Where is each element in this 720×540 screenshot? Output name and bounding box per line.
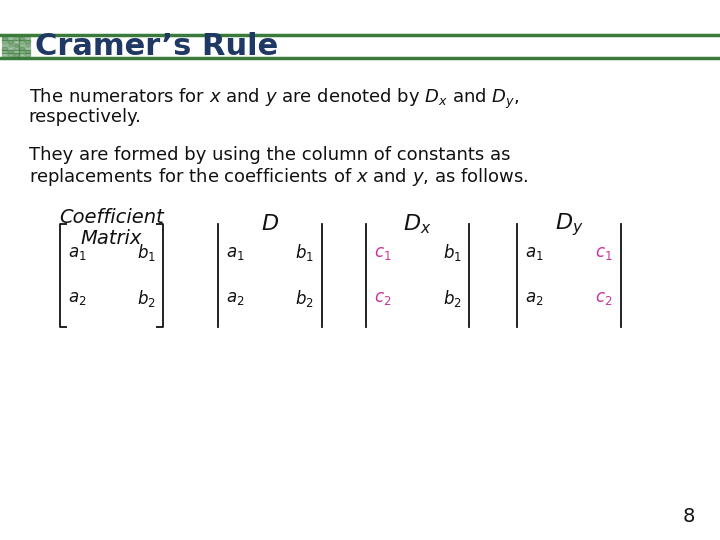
Text: respectively.: respectively. xyxy=(29,108,142,126)
Text: $b_2$: $b_2$ xyxy=(137,288,156,308)
Bar xyxy=(8,50,13,53)
Text: $c_1$: $c_1$ xyxy=(374,244,392,262)
Text: $c_2$: $c_2$ xyxy=(374,289,392,307)
Text: $D_y$: $D_y$ xyxy=(554,211,583,238)
Bar xyxy=(19,40,24,43)
Bar xyxy=(14,53,19,56)
Bar xyxy=(2,44,7,46)
Bar xyxy=(2,47,7,50)
Text: $a_2$: $a_2$ xyxy=(525,289,544,307)
Bar xyxy=(25,47,30,50)
Bar xyxy=(25,37,30,40)
Text: $b_1$: $b_1$ xyxy=(137,242,156,263)
Text: 8: 8 xyxy=(683,508,695,526)
Bar xyxy=(19,47,24,50)
Bar xyxy=(8,53,13,56)
Text: $b_1$: $b_1$ xyxy=(295,242,314,263)
Bar xyxy=(2,37,7,40)
Bar xyxy=(19,44,24,46)
Bar xyxy=(2,53,7,56)
Bar xyxy=(25,40,30,43)
Bar xyxy=(19,53,24,56)
Bar xyxy=(14,44,19,46)
Bar xyxy=(25,53,30,56)
Bar xyxy=(8,37,13,40)
Bar xyxy=(19,37,24,40)
Text: The numerators for $x$ and $y$ are denoted by $D_x$ and $D_y$,: The numerators for $x$ and $y$ are denot… xyxy=(29,86,519,111)
Bar xyxy=(8,47,13,50)
Bar xyxy=(8,44,13,46)
Bar xyxy=(8,40,13,43)
Text: Cramer’s Rule: Cramer’s Rule xyxy=(35,32,278,61)
Bar xyxy=(25,44,30,46)
Bar xyxy=(25,50,30,53)
Bar xyxy=(14,37,19,40)
Bar xyxy=(2,40,7,43)
Bar xyxy=(14,47,19,50)
Text: They are formed by using the column of constants as: They are formed by using the column of c… xyxy=(29,146,510,164)
Text: $c_2$: $c_2$ xyxy=(595,289,612,307)
Text: replacements for the coefficients of $x$ and $y$, as follows.: replacements for the coefficients of $x$… xyxy=(29,166,528,188)
Text: $a_1$: $a_1$ xyxy=(525,244,544,262)
Bar xyxy=(19,50,24,53)
Text: $D$: $D$ xyxy=(261,214,279,234)
Text: $a_2$: $a_2$ xyxy=(68,289,86,307)
Text: $c_1$: $c_1$ xyxy=(595,244,612,262)
Text: $a_2$: $a_2$ xyxy=(226,289,245,307)
Bar xyxy=(2,50,7,53)
Text: Coefficient: Coefficient xyxy=(59,208,164,227)
Text: $b_2$: $b_2$ xyxy=(295,288,314,308)
Text: $a_1$: $a_1$ xyxy=(68,244,86,262)
Text: $b_2$: $b_2$ xyxy=(443,288,462,308)
Bar xyxy=(14,50,19,53)
Text: $a_1$: $a_1$ xyxy=(226,244,245,262)
Text: $b_1$: $b_1$ xyxy=(443,242,462,263)
Text: Matrix: Matrix xyxy=(81,230,143,248)
Bar xyxy=(14,40,19,43)
Text: $D_x$: $D_x$ xyxy=(403,212,432,236)
